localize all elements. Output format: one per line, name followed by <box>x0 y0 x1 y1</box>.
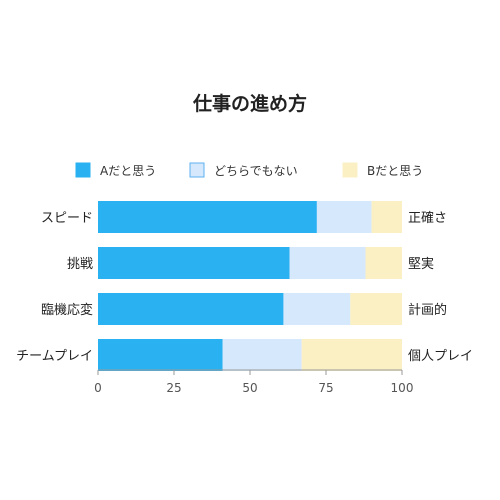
category-label-3: 臨機応変 <box>41 302 93 318</box>
category-label-2: 挑戦 <box>67 257 93 272</box>
opposite-label-2: 堅実 <box>408 256 434 272</box>
category-label-4: チームプレイ <box>16 349 93 364</box>
bar-3-series-2 <box>283 293 351 325</box>
legend-label-3: Bだと思う <box>367 164 423 178</box>
opposite-label-3: 計画的 <box>408 302 447 318</box>
bar-3-series-3 <box>350 293 402 325</box>
bar-1-series-2 <box>316 201 372 233</box>
bar-2-series-3 <box>365 247 402 279</box>
opposite-label-1: 正確さ <box>408 210 447 226</box>
bar-3-series-1 <box>98 293 284 325</box>
bar-2-series-1 <box>98 247 290 279</box>
bar-4-series-3 <box>301 339 402 371</box>
legend: Aだと思う どちらでもない Bだと思う <box>75 162 423 178</box>
x-tick-label-3: 50 <box>242 381 257 395</box>
bar-1-series-1 <box>98 201 317 233</box>
bar-4-series-2 <box>222 339 302 371</box>
x-axis: 0 25 50 75 100 <box>94 369 414 395</box>
bar-2-series-2 <box>289 247 366 279</box>
legend-label-2: どちらでもない <box>214 164 298 178</box>
legend-swatch-2 <box>189 162 205 178</box>
x-tick-label-1: 0 <box>94 381 102 395</box>
legend-swatch-1 <box>75 162 91 178</box>
opposite-label-4: 個人プレイ <box>408 349 473 364</box>
x-tick-label-5: 100 <box>391 381 414 395</box>
bars-group <box>98 201 402 371</box>
legend-label-1: Aだと思う <box>100 164 156 178</box>
legend-swatch-3 <box>342 162 358 178</box>
bar-4-series-1 <box>98 339 223 371</box>
chart-title: 仕事の進め方 <box>192 92 307 115</box>
x-tick-label-4: 75 <box>318 381 333 395</box>
category-label-1: スピード <box>41 211 93 226</box>
x-tick-label-2: 25 <box>166 381 181 395</box>
bar-1-series-3 <box>371 201 402 233</box>
